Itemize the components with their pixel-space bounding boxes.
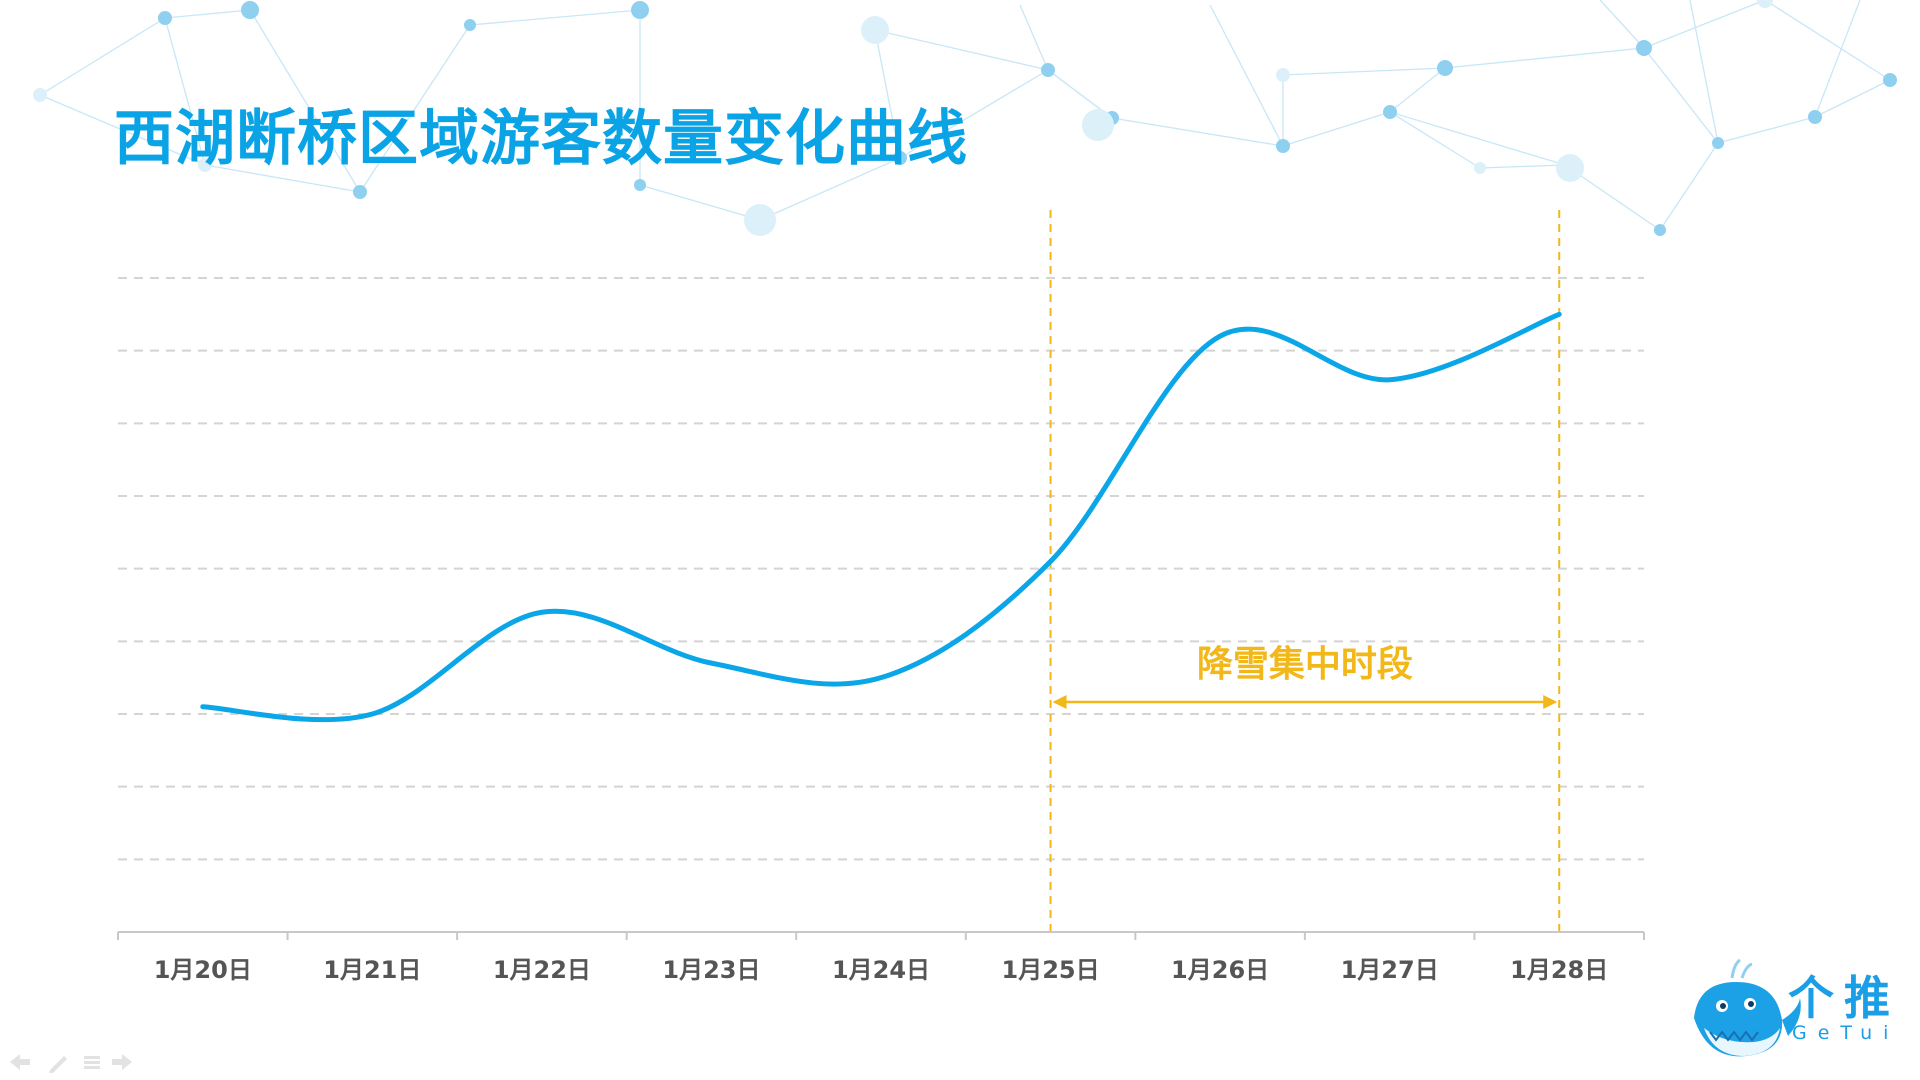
pen-icon[interactable] — [49, 1056, 67, 1073]
menu-icon[interactable] — [84, 1056, 100, 1069]
prev-arrow-icon[interactable] — [10, 1054, 30, 1070]
x-axis: 1月20日 1月21日 1月22日 1月23日 1月24日 1月25日 1月26日 1月27日… — [117, 931, 1645, 984]
slide-controls[interactable] — [6, 1050, 136, 1074]
x-tick-label: 1月25日 — [1002, 956, 1100, 984]
x-tick-label: 1月27日 — [1341, 956, 1439, 984]
highlight-span: 降雪集中时段 — [1049, 210, 1561, 932]
x-tick-label: 1月24日 — [832, 956, 930, 984]
x-tick-label: 1月23日 — [662, 956, 760, 984]
background-network-decoration — [33, 0, 1897, 236]
x-tick-label: 1月26日 — [1171, 956, 1269, 984]
span-arrow-left-head — [1052, 695, 1067, 709]
series-line-layer — [200, 311, 1562, 723]
x-tick-label: 1月21日 — [323, 956, 421, 984]
logo-text-en: GeTui — [1792, 1022, 1900, 1044]
x-tick-label: 1月20日 — [154, 956, 252, 984]
grid-lines — [118, 277, 1644, 861]
x-tick-label: 1月28日 — [1510, 956, 1608, 984]
span-arrow-right-head — [1543, 695, 1558, 709]
x-tick-label: 1月22日 — [493, 956, 591, 984]
span-label: 降雪集中时段 — [1197, 644, 1413, 685]
logo-text-cn: 个推 — [1788, 971, 1900, 1025]
series-line — [200, 311, 1562, 723]
chart-title: 西湖断桥区域游客数量变化曲线 — [114, 104, 968, 174]
next-arrow-icon[interactable] — [112, 1054, 132, 1070]
whale-mascot-icon — [1694, 958, 1801, 1057]
